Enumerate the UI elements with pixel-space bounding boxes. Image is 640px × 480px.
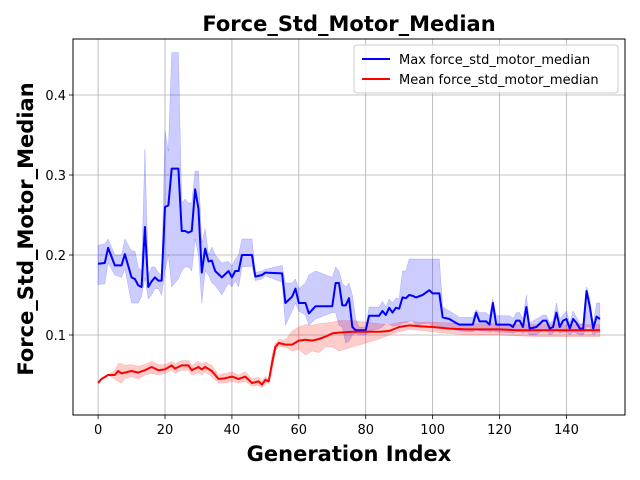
y-tick-label: 0.1 [45,329,66,344]
y-tick-label: 0.2 [45,249,66,264]
x-tick-label: 60 [291,423,308,438]
x-tick-label: 20 [157,423,174,438]
plot-frame [72,38,626,416]
band-series-0 [97,52,601,344]
legend: Max force_std_motor_median Mean force_st… [353,44,619,94]
x-tick-label: 80 [357,423,374,438]
x-tick-label: 40 [224,423,241,438]
legend-label-mean: Mean force_std_motor_median [399,73,599,88]
line-series-1 [97,324,600,386]
x-tick-label: 100 [420,423,445,438]
legend-box [353,44,619,94]
confidence-bands [97,52,601,389]
series-lines [97,167,601,386]
legend-label-max: Max force_std_motor_median [399,53,590,68]
x-axis-label: Generation Index [247,442,452,466]
y-tick-label: 0.3 [45,169,66,184]
y-tick-label: 0.4 [45,89,66,104]
x-tick-label: 0 [94,423,102,438]
x-axis-ticks: 0 20 40 60 80 100 120 140 [94,415,579,438]
grid [73,39,625,415]
y-axis-label: Force_Std_Motor_Median [14,82,38,375]
x-tick-label: 120 [487,423,512,438]
y-axis-ticks: 0.1 0.2 0.3 0.4 [45,89,73,344]
chart-title: Force_Std_Motor_Median [202,12,495,36]
x-tick-label: 140 [554,423,579,438]
line-series-0 [97,167,601,332]
